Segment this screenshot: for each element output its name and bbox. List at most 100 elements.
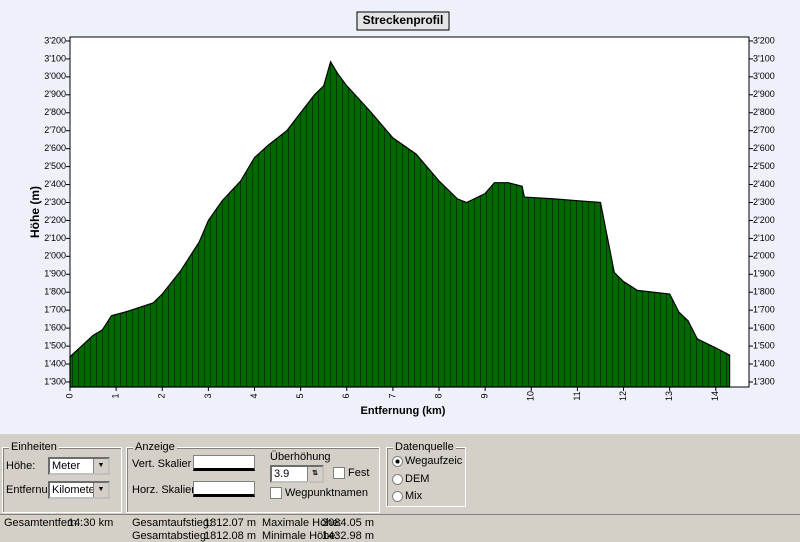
y2-tick-label: 2'800 (753, 107, 775, 117)
horz-slider[interactable] (193, 481, 255, 497)
y2-tick-label: 3'200 (753, 35, 775, 45)
x-tick-label: 8 (433, 393, 443, 398)
label: DEM (405, 473, 430, 485)
checkbox[interactable] (270, 487, 282, 499)
y2-tick-label: 1'900 (753, 269, 775, 279)
y-tick-label: 2'800 (44, 107, 66, 117)
x-tick-label: 9 (480, 393, 490, 398)
select-value: Meter (52, 460, 81, 472)
label: Wegaufzeichn (405, 455, 463, 467)
label: Festst (348, 467, 370, 479)
y-tick-label: 2'900 (44, 89, 66, 99)
select-value: Kilometer (52, 484, 99, 496)
status-value: 1812.08 m (204, 530, 256, 542)
y2-tick-label: 2'900 (753, 89, 775, 99)
y2-tick-label: 1'400 (753, 358, 775, 368)
x-tick-label: 2 (157, 393, 167, 398)
height-select[interactable]: Meter ▼ (48, 457, 110, 475)
y2-tick-label: 3'100 (753, 53, 775, 63)
x-tick-label: 1 (111, 393, 121, 398)
label: Wegpunktnamen (285, 487, 368, 499)
radio[interactable] (392, 491, 403, 502)
x-tick-label: 13 (664, 391, 674, 401)
x-tick-label: 3 (203, 393, 213, 398)
y2-tick-label: 3'000 (753, 71, 775, 81)
y2-tick-label: 2'600 (753, 143, 775, 153)
chart: Streckenprofil Entfernung (km) Höhe (m) … (0, 0, 800, 434)
y-tick-label: 2'500 (44, 161, 66, 171)
label: Überhöhung (270, 451, 331, 463)
y2-tick-label: 2'700 (753, 125, 775, 135)
input-value: 3.9 (274, 468, 290, 480)
y2-tick-label: 2'300 (753, 197, 775, 207)
y-tick-label: 3'100 (44, 53, 66, 63)
x-tick-label: 4 (249, 393, 259, 398)
x-tick-label: 12 (618, 391, 628, 401)
y2-tick-label: 2'200 (753, 215, 775, 225)
y-tick-label: 1'600 (44, 323, 66, 333)
x-tick-label: 11 (572, 391, 582, 400)
label: Höhe: (6, 460, 36, 472)
elevation-area (69, 60, 731, 388)
group-title: Anzeige (133, 441, 177, 453)
status-value: 1432.98 m (322, 530, 374, 542)
y-tick-label: 2'300 (44, 197, 66, 207)
y-tick-label: 2'600 (44, 143, 66, 153)
label: Horz. Skalier (132, 484, 195, 496)
y-tick-label: 3'200 (44, 35, 66, 45)
y-tick-label: 2'000 (44, 251, 66, 261)
y2-tick-label: 1'700 (753, 305, 775, 315)
y2-tick-label: 1'800 (753, 287, 775, 297)
y2-tick-label: 2'100 (753, 233, 775, 243)
label: Vert. Skalier (132, 458, 192, 470)
chart-title: Streckenprofil (363, 13, 444, 27)
y-tick-label: 1'800 (44, 287, 66, 297)
y-tick-label: 1'400 (44, 358, 66, 368)
x-tick-label: 14 (710, 391, 720, 401)
y2-tick-label: 2'400 (753, 179, 775, 189)
status-label: Gesamtentfern.: (4, 517, 83, 529)
y2-tick-label: 1'500 (753, 340, 775, 350)
x-tick-label: 5 (295, 393, 305, 398)
x-tick-label: 6 (341, 393, 351, 398)
y-tick-label: 1'900 (44, 269, 66, 279)
y-tick-label: 1'700 (44, 305, 66, 315)
status-label: Gesamtaufstieg: (132, 517, 213, 529)
y-axis-label: Höhe (m) (28, 186, 42, 238)
separator (0, 514, 800, 515)
y2-tick-label: 1'300 (753, 376, 775, 386)
y-tick-label: 2'200 (44, 215, 66, 225)
status-value: 14.30 km (68, 517, 114, 529)
y-tick-label: 1'500 (44, 340, 66, 350)
status-label: Maximale Höhe: (262, 517, 342, 529)
y-tick-label: 3'000 (44, 71, 66, 81)
x-axis-label: Entfernung (km) (361, 405, 446, 417)
checkbox[interactable] (333, 467, 345, 479)
status-label: Minimale Höhe: (262, 530, 339, 542)
group-title: Einheiten (9, 441, 59, 453)
y2-tick-label: 1'600 (753, 323, 775, 333)
status-label: Gesamtabstieg: (132, 530, 210, 542)
y2-tick-label: 2'000 (753, 251, 775, 261)
units-group: Einheiten (2, 441, 122, 513)
status-value: 3084.05 m (322, 517, 374, 529)
distance-select[interactable]: Kilometer ▼ (48, 481, 110, 499)
group-title: Datenquelle (393, 441, 456, 453)
source-group: Datenquelle (386, 441, 466, 507)
radio[interactable] (392, 474, 403, 485)
exaggeration-input[interactable]: 3.9 ⇅ (270, 465, 324, 483)
vert-slider[interactable] (193, 455, 255, 471)
y2-tick-label: 2'500 (753, 161, 775, 171)
y-tick-label: 1'300 (44, 376, 66, 386)
x-tick-label: 10 (526, 391, 536, 401)
y-tick-label: 2'400 (44, 179, 66, 189)
x-tick-label: 0 (64, 393, 74, 398)
title-box (356, 11, 450, 31)
y-tick-label: 2'100 (44, 233, 66, 243)
x-tick-label: 7 (387, 393, 397, 398)
y-tick-label: 2'700 (44, 125, 66, 135)
label: Mix (405, 490, 423, 502)
radio[interactable] (392, 456, 403, 467)
display-group: Anzeige (126, 441, 380, 513)
